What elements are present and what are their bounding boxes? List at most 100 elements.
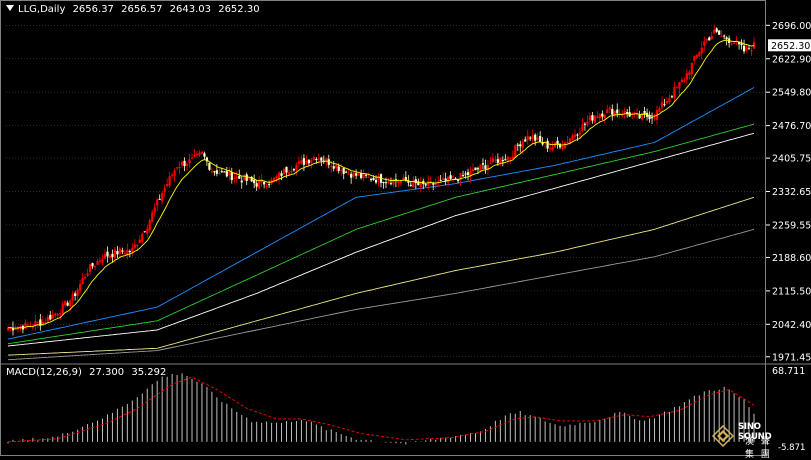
- candle-body: [404, 177, 407, 182]
- candle-body: [499, 157, 502, 164]
- candle-body: [561, 145, 564, 149]
- candle-body: [623, 110, 626, 114]
- candle-body: [688, 72, 691, 75]
- candle-body: [173, 170, 176, 176]
- candle-body: [469, 170, 472, 177]
- moving-average-line-3: [7, 132, 755, 347]
- candle-body: [290, 171, 293, 173]
- candle-body: [302, 158, 306, 165]
- candle-body: [88, 264, 92, 273]
- candle-body: [24, 322, 27, 329]
- candle-body: [392, 179, 395, 185]
- moving-average-line-5: [7, 228, 755, 361]
- candle-body: [235, 176, 238, 179]
- candle-body: [548, 148, 552, 150]
- candle-body: [156, 199, 159, 206]
- candle-body: [641, 113, 644, 120]
- candle-body: [437, 181, 440, 183]
- candle-body: [454, 178, 457, 180]
- candle-body: [524, 139, 527, 142]
- candle-body: [693, 56, 696, 61]
- candle-body: [476, 168, 480, 170]
- candle-body: [71, 294, 74, 301]
- candle-body: [618, 113, 621, 115]
- candle-body: [83, 276, 87, 279]
- candle-body: [66, 302, 69, 306]
- candle-body: [698, 52, 701, 57]
- candle-body: [335, 165, 338, 169]
- candle-body: [205, 157, 209, 162]
- candle-body: [369, 178, 373, 181]
- candle-body: [479, 164, 482, 172]
- candle-body: [220, 171, 223, 173]
- price-tick-label: 2696.00: [772, 21, 811, 32]
- candle-body: [586, 121, 589, 125]
- candle-body: [660, 102, 664, 108]
- price-tick-label: 2332.65: [772, 187, 811, 198]
- collapse-triangle-icon[interactable]: [6, 5, 14, 11]
- candle-body: [402, 177, 405, 180]
- close-price: 2652.30: [218, 4, 260, 15]
- price-tick-label: 2622.90: [772, 54, 811, 65]
- candle-body: [675, 86, 679, 88]
- candle-body: [265, 185, 268, 187]
- candle-body: [581, 124, 584, 131]
- candle-body: [633, 112, 636, 114]
- candle-body: [419, 182, 422, 187]
- candle-body: [131, 247, 134, 253]
- candlesticks: [6, 24, 756, 336]
- candle-body: [46, 316, 49, 322]
- candle-body: [367, 176, 370, 178]
- candle-body: [427, 180, 430, 186]
- candle-body: [54, 313, 57, 316]
- candle-body: [200, 151, 204, 154]
- candle-body: [320, 157, 323, 161]
- candle-body: [253, 179, 256, 184]
- candle-body: [491, 157, 494, 163]
- candle-body: [603, 114, 606, 119]
- candle-body: [153, 207, 156, 213]
- candle-body: [116, 250, 119, 255]
- candle-body: [325, 158, 328, 161]
- price-tick-label: 2042.40: [772, 320, 811, 331]
- candle-body: [345, 171, 348, 173]
- candle-body: [643, 110, 646, 115]
- candle-body: [608, 107, 611, 110]
- candle-body: [494, 159, 497, 161]
- moving-averages: [7, 87, 755, 361]
- candle-body: [519, 144, 522, 147]
- candle-body: [26, 324, 29, 326]
- candle-body: [126, 249, 129, 256]
- candle-body: [466, 172, 470, 175]
- candle-body: [616, 109, 619, 114]
- candle-body: [64, 300, 67, 306]
- candle-body: [658, 108, 661, 112]
- candle-body: [444, 178, 447, 181]
- candle-body: [471, 169, 475, 172]
- macd-value: 27.300: [89, 367, 125, 378]
- candle-body: [111, 253, 114, 258]
- plot-border: [0, 0, 766, 456]
- candle-body: [516, 144, 519, 146]
- candle-body: [678, 82, 681, 89]
- candle-body: [653, 117, 656, 120]
- candle-body: [360, 172, 363, 179]
- candle-body: [551, 146, 554, 150]
- candle-body: [213, 171, 216, 173]
- candle-body: [747, 48, 751, 50]
- candle-body: [208, 162, 211, 170]
- candle-body: [568, 138, 572, 144]
- candle-body: [695, 54, 698, 58]
- candle-body: [225, 171, 228, 177]
- candle-body: [521, 141, 524, 149]
- candle-body: [282, 169, 286, 175]
- candle-body: [49, 314, 52, 320]
- candle-body: [591, 115, 594, 121]
- open-price: 2656.37: [72, 4, 114, 15]
- candle-body: [292, 169, 296, 171]
- candle-body: [74, 293, 77, 296]
- price-tick-label: 2259.55: [772, 220, 811, 231]
- candle-body: [611, 108, 614, 115]
- candle-body: [11, 327, 15, 331]
